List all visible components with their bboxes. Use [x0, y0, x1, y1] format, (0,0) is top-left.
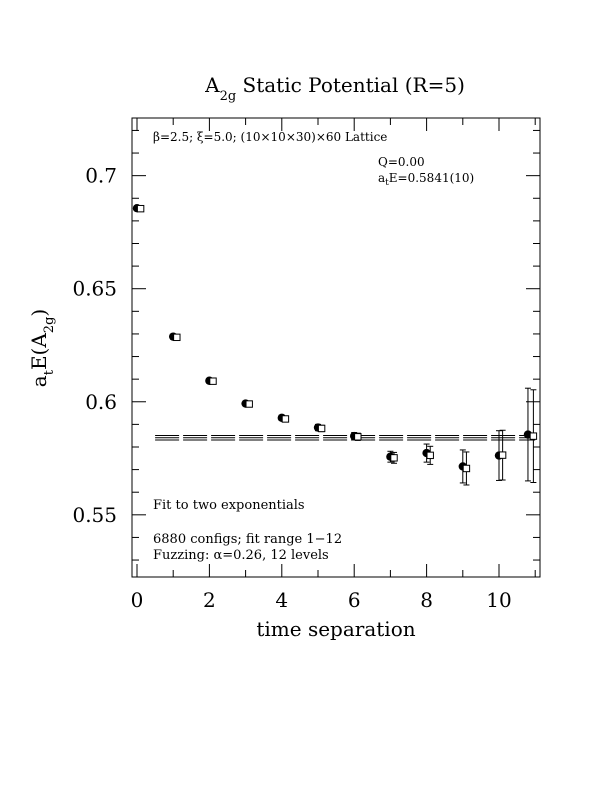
- data-point-square: [173, 333, 181, 342]
- x-tick-label: 8: [420, 588, 433, 612]
- x-tick-label: 0: [131, 588, 144, 612]
- annotation-fit: Fit to two exponentials: [153, 498, 305, 513]
- data-point-square: [462, 464, 471, 473]
- data-point-square: [136, 204, 145, 213]
- x-tick-label: 6: [348, 588, 361, 612]
- y-axis-label: atE(A2g): [27, 309, 57, 387]
- data-point-square: [529, 432, 538, 440]
- data-point-square: [281, 415, 290, 423]
- data-point-square: [209, 377, 217, 385]
- y-tick-label: 0.65: [72, 277, 117, 301]
- axes: 0 2 4 6 8 10 0.55 0.6 0.65 0.7: [72, 117, 541, 612]
- annotation-energy: atE=0.5841(10): [378, 171, 474, 188]
- data-point-square: [245, 400, 253, 408]
- data-point-square: [498, 451, 507, 459]
- fit-band: [155, 434, 536, 441]
- annotation-fuzzing: Fuzzing: α=0.26, 12 levels: [153, 548, 329, 563]
- annotation-lattice: β=2.5; ξ=5.0; (10×10×30)×60 Lattice: [153, 130, 387, 144]
- x-tick-label: 4: [275, 588, 288, 612]
- chart-title: A2g Static Potential (R=5): [204, 73, 465, 104]
- y-tick-label: 0.7: [85, 164, 117, 188]
- x-tick-label: 2: [203, 588, 216, 612]
- data-point-square: [390, 454, 398, 462]
- annotation-q: Q=0.00: [378, 155, 425, 169]
- data-point-square: [317, 424, 326, 433]
- data-point-square: [354, 433, 362, 441]
- annotation-configs: 6880 configs; fit range 1−12: [153, 532, 342, 547]
- y-tick-label: 0.55: [72, 503, 117, 527]
- data-point-square: [426, 451, 434, 460]
- x-axis-label: time separation: [256, 617, 415, 641]
- data-points: [132, 204, 538, 486]
- x-tick-label: 10: [486, 588, 511, 612]
- y-tick-label: 0.6: [85, 390, 117, 414]
- plot-frame: [131, 117, 541, 578]
